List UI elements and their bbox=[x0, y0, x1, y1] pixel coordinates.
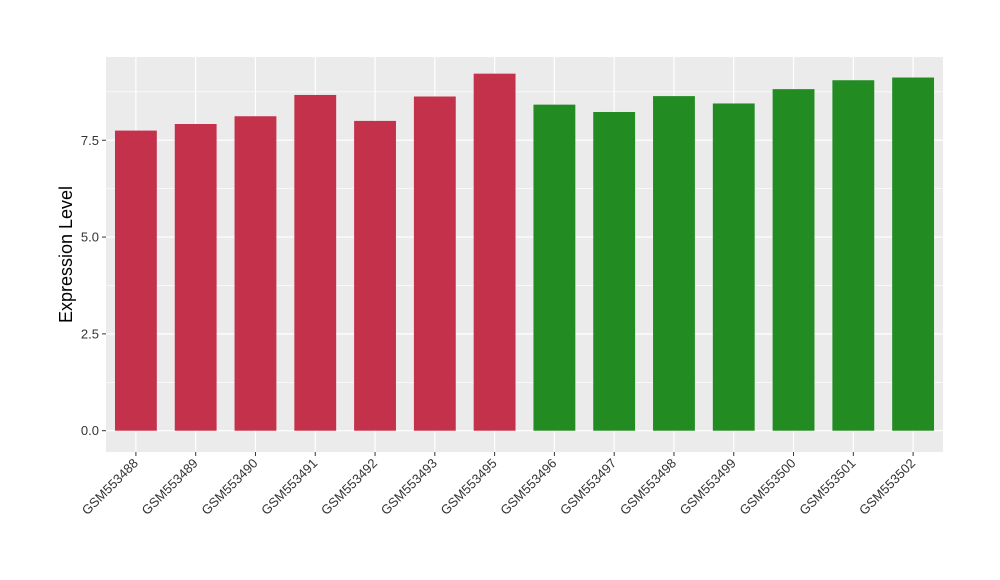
x-tick-label: GSM553491 bbox=[258, 456, 320, 518]
y-axis-title: Expression Level bbox=[56, 186, 76, 323]
bars bbox=[114, 73, 935, 431]
bar-gsm553491 bbox=[294, 94, 337, 431]
bar-gsm553499 bbox=[712, 103, 755, 431]
bar-gsm553488 bbox=[114, 130, 157, 431]
bar-gsm553495 bbox=[473, 73, 516, 431]
x-tick-label: GSM553500 bbox=[736, 456, 798, 518]
x-tick-label: GSM553488 bbox=[79, 456, 141, 518]
bar-gsm553501 bbox=[832, 80, 875, 431]
bar-gsm553500 bbox=[772, 89, 815, 431]
bar-gsm553490 bbox=[234, 116, 277, 431]
x-tick-label: GSM553492 bbox=[318, 456, 380, 518]
bar-gsm553496 bbox=[533, 104, 576, 431]
plot-panel bbox=[106, 57, 943, 452]
bar-gsm553498 bbox=[653, 96, 695, 431]
x-tick-label: GSM553490 bbox=[198, 456, 260, 518]
x-tick-label: GSM553496 bbox=[497, 456, 559, 518]
x-tick-label: GSM553489 bbox=[139, 456, 201, 518]
x-tick-label: GSM553502 bbox=[856, 456, 918, 518]
x-tick-label: GSM553497 bbox=[557, 456, 619, 518]
x-tick-label: GSM553495 bbox=[438, 456, 500, 518]
bar-gsm553493 bbox=[413, 96, 456, 431]
x-tick-label: GSM553493 bbox=[378, 456, 440, 518]
x-tick-label: GSM553501 bbox=[796, 456, 858, 518]
x-tick-label: GSM553499 bbox=[677, 456, 739, 518]
y-axis: 0.0 2.5 5.0 7.5 bbox=[81, 133, 106, 438]
y-tick-label: 7.5 bbox=[81, 133, 99, 148]
y-tick-label: 0.0 bbox=[81, 423, 99, 438]
y-tick-label: 2.5 bbox=[81, 326, 99, 341]
y-tick-label: 5.0 bbox=[81, 230, 99, 245]
bar-gsm553502 bbox=[892, 77, 935, 431]
bar-gsm553497 bbox=[593, 111, 636, 431]
bar-gsm553489 bbox=[174, 123, 217, 431]
bar-gsm553492 bbox=[354, 120, 396, 431]
x-tick-label: GSM553498 bbox=[617, 456, 679, 518]
x-axis: GSM553488GSM553489GSM553490GSM553491GSM5… bbox=[79, 452, 918, 518]
